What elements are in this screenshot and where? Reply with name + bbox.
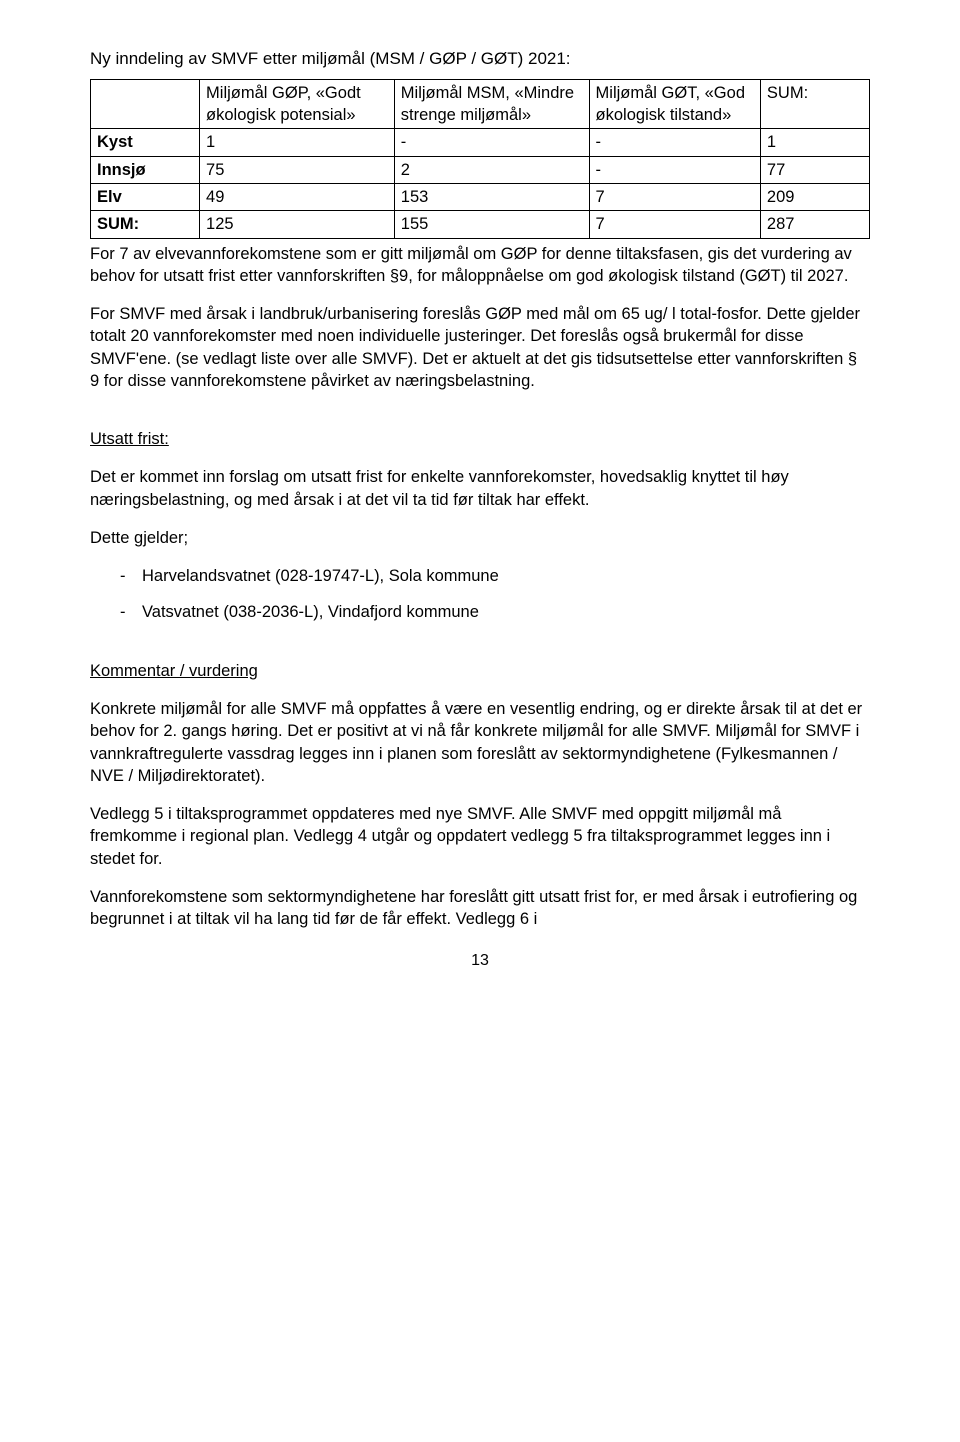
subheading-text: Kommentar / vurdering — [90, 662, 258, 680]
smvf-table: Miljømål GØP, «Godt økologisk potensial»… — [90, 79, 870, 239]
table-cell: 153 — [394, 184, 589, 211]
table-cell: 209 — [760, 184, 869, 211]
paragraph: Konkrete miljømål for alle SMVF må oppfa… — [90, 698, 870, 787]
table-header-cell: Miljømål GØP, «Godt økologisk potensial» — [200, 79, 395, 129]
table-header-row: Miljømål GØP, «Godt økologisk potensial»… — [91, 79, 870, 129]
table-cell: Innsjø — [91, 156, 200, 183]
list-item: Vatsvatnet (038-2036-L), Vindafjord komm… — [120, 601, 870, 623]
paragraph: Vedlegg 5 i tiltaksprogrammet oppdateres… — [90, 803, 870, 870]
table-cell: 287 — [760, 211, 869, 238]
table-row: SUM: 125 155 7 287 — [91, 211, 870, 238]
table-header-cell: SUM: — [760, 79, 869, 129]
table-row: Kyst 1 - - 1 — [91, 129, 870, 156]
table-cell: 1 — [760, 129, 869, 156]
table-header-cell: Miljømål MSM, «Mindre strenge miljømål» — [394, 79, 589, 129]
table-cell: 125 — [200, 211, 395, 238]
page-heading: Ny inndeling av SMVF etter miljømål (MSM… — [90, 48, 870, 71]
table-cell: 49 — [200, 184, 395, 211]
paragraph: Dette gjelder; — [90, 527, 870, 549]
table-cell: 7 — [589, 211, 760, 238]
subheading-utsatt-frist: Utsatt frist: — [90, 428, 870, 450]
bullet-list: Harvelandsvatnet (028-19747-L), Sola kom… — [90, 565, 870, 624]
table-cell: 2 — [394, 156, 589, 183]
list-item: Harvelandsvatnet (028-19747-L), Sola kom… — [120, 565, 870, 587]
paragraph: For 7 av elvevannforekomstene som er git… — [90, 243, 870, 288]
subheading-text: Utsatt frist: — [90, 430, 169, 448]
table-header-cell — [91, 79, 200, 129]
subheading-kommentar: Kommentar / vurdering — [90, 660, 870, 682]
paragraph: Vannforekomstene som sektormyndighetene … — [90, 886, 870, 931]
table-cell: SUM: — [91, 211, 200, 238]
page-number: 13 — [90, 950, 870, 972]
table-cell: - — [589, 129, 760, 156]
table-cell: 1 — [200, 129, 395, 156]
table-cell: - — [589, 156, 760, 183]
table-cell: - — [394, 129, 589, 156]
table-row: Innsjø 75 2 - 77 — [91, 156, 870, 183]
paragraph: Det er kommet inn forslag om utsatt fris… — [90, 466, 870, 511]
table-cell: 155 — [394, 211, 589, 238]
table-cell: Kyst — [91, 129, 200, 156]
table-cell: Elv — [91, 184, 200, 211]
table-cell: 75 — [200, 156, 395, 183]
table-row: Elv 49 153 7 209 — [91, 184, 870, 211]
paragraph: For SMVF med årsak i landbruk/urbaniseri… — [90, 303, 870, 392]
table-header-cell: Miljømål GØT, «God økologisk tilstand» — [589, 79, 760, 129]
table-cell: 77 — [760, 156, 869, 183]
table-cell: 7 — [589, 184, 760, 211]
